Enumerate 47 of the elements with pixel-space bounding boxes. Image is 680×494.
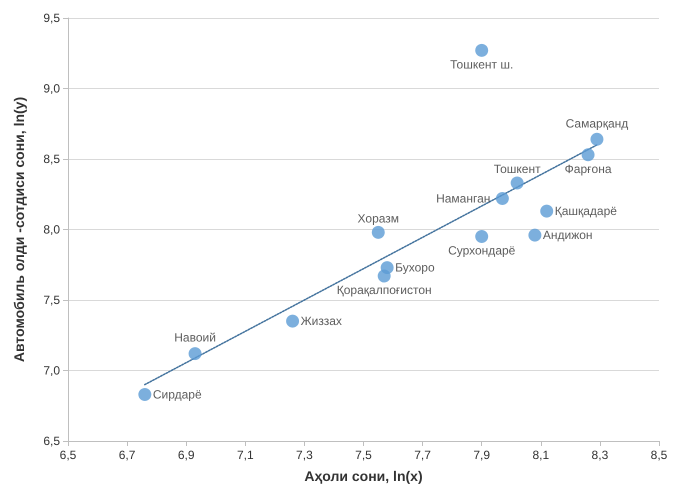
x-tick-label: 7,7 <box>414 448 432 462</box>
annotation: Хоразм <box>358 211 400 226</box>
x-tick-label: 7,9 <box>473 448 490 462</box>
point <box>188 347 202 360</box>
y-tick-label: 6,5 <box>43 434 60 448</box>
annotation: Фарғона <box>564 162 612 176</box>
x-tick-label: 8,5 <box>650 448 668 462</box>
point <box>590 132 604 146</box>
annotation: Сирдарё <box>152 387 202 402</box>
y-tick-label: 8,0 <box>43 222 60 236</box>
point <box>286 314 300 328</box>
point <box>496 192 509 205</box>
point <box>510 176 524 190</box>
annotation: Сурхондарё <box>448 244 516 258</box>
annotation: Қорақалпоғистон <box>336 283 432 298</box>
annotation: Андижон <box>542 228 593 242</box>
annotation: Самарқанд <box>566 116 628 130</box>
x-tick-label: 6,9 <box>178 448 195 462</box>
x-tick-label: 8,3 <box>592 448 609 462</box>
annotation: Наманган <box>436 191 490 206</box>
point <box>378 270 391 283</box>
point <box>475 44 488 57</box>
x-tick-label: 8,1 <box>532 448 550 462</box>
x-tick-label: 7,5 <box>355 448 372 462</box>
x-axis-title: Аҳоли сони, ln(x) <box>304 468 423 484</box>
point <box>540 204 554 218</box>
annotation: Жиззах <box>300 314 342 328</box>
y-tick-label: 8,5 <box>43 152 60 166</box>
annotation: Тошкент ш. <box>450 57 514 72</box>
annotation: Навоий <box>174 330 216 345</box>
point <box>138 388 152 401</box>
y-tick-label: 7,5 <box>43 293 60 307</box>
annotation: Тошкент <box>494 162 542 176</box>
x-tick-label: 7,3 <box>296 448 314 462</box>
annotation: Бухоро <box>395 260 435 275</box>
point <box>528 228 542 242</box>
y-tick-label: 7,0 <box>43 364 60 378</box>
x-tick-label: 6,7 <box>118 448 136 462</box>
point <box>372 226 385 239</box>
point <box>475 230 488 244</box>
y-axis-title: Автомобиль олди -сотдиси сони, ln(y) <box>11 96 27 362</box>
point <box>582 148 595 162</box>
x-tick-label: 6,5 <box>60 448 77 462</box>
y-tick-label: 9,5 <box>43 11 60 25</box>
y-tick-label: 9,0 <box>43 82 60 96</box>
x-tick-label: 7,1 <box>236 448 254 462</box>
annotation: Қашқадарё <box>554 204 618 218</box>
